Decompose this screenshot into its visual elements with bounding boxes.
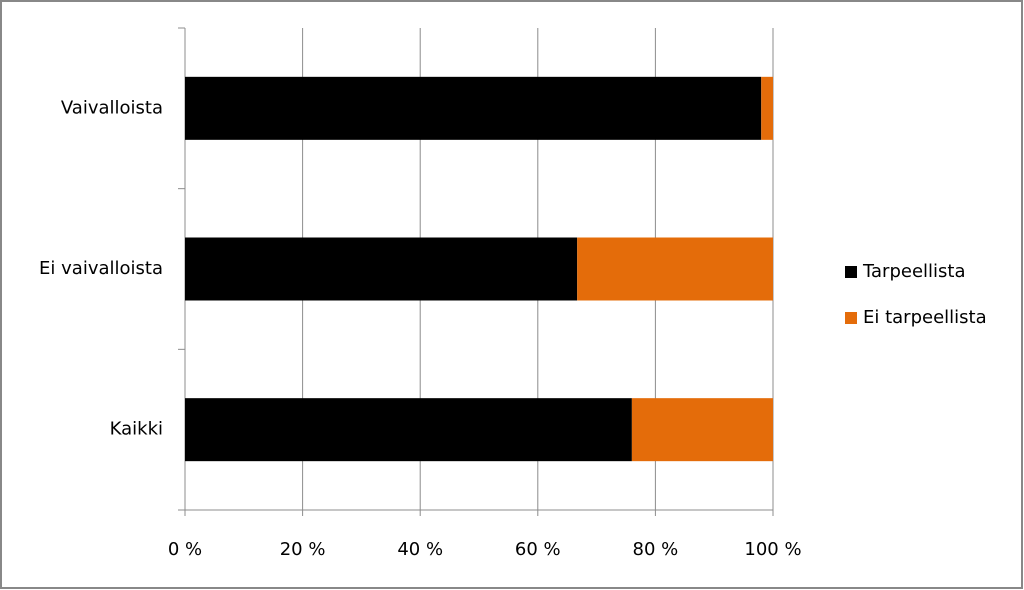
y-tick-label: Vaivalloista [61, 97, 163, 118]
bar-segment [185, 398, 632, 462]
legend-label: Ei tarpeellista [863, 307, 987, 328]
x-tick-label: 60 % [515, 539, 561, 560]
bar-segment [577, 237, 773, 301]
legend-swatch [845, 266, 857, 278]
x-tick-label: 100 % [744, 539, 801, 560]
x-tick-label: 0 % [168, 539, 202, 560]
x-tick-label: 20 % [280, 539, 326, 560]
bar-segment [631, 398, 773, 462]
legend-label: Tarpeellista [862, 261, 966, 282]
x-tick-label: 40 % [397, 539, 443, 560]
legend-swatch [845, 312, 857, 324]
bar-segment [761, 76, 773, 140]
bar-segment [185, 237, 578, 301]
y-tick-label: Ei vaivalloista [39, 258, 163, 279]
y-tick-label: Kaikki [110, 419, 163, 440]
x-tick-label: 80 % [633, 539, 679, 560]
bar-segment [185, 76, 762, 140]
